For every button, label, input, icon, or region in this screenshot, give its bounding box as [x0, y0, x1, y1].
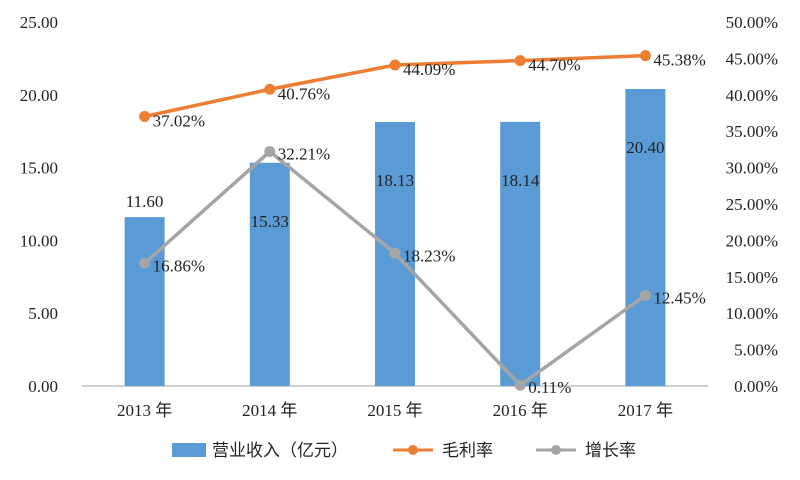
- growth-rate-data-label: 18.23%: [403, 246, 455, 265]
- gross-margin-data-label: 40.76%: [278, 84, 330, 103]
- revenue-data-label: 11.60: [126, 192, 164, 211]
- x-tick-label: 2013 年: [117, 401, 172, 420]
- gross-margin-data-label: 44.70%: [528, 56, 580, 75]
- x-axis-ticks: 2013 年 2014 年 2015 年 2016 年 2017 年: [117, 401, 673, 420]
- right-y-axis: 0.00% 5.00% 10.00% 15.00% 20.00% 25.00% 30.00%…: [726, 13, 778, 396]
- gross-margin-point: [264, 83, 276, 95]
- data-labels: 11.60 15.33 18.13 18.14 20.40 37.02% 40.76% 44.…: [126, 51, 706, 398]
- growth-rate-point: [389, 247, 401, 259]
- revenue-bar: [625, 88, 666, 386]
- right-tick-label: 45.00%: [726, 49, 778, 68]
- right-tick-label: 10.00%: [726, 304, 778, 323]
- legend-label-growth-rate: 增长率: [585, 441, 636, 461]
- gross-margin-data-label: 44.09%: [403, 60, 455, 79]
- legend-marker-gross-margin: [408, 445, 418, 455]
- growth-rate-point: [639, 289, 651, 301]
- gross-margin-data-label: 37.02%: [153, 111, 205, 130]
- legend-label-gross-margin: 毛利率: [442, 441, 493, 461]
- left-y-axis: 0.00 5.00 10.00 15.00 20.00 25.00: [20, 13, 58, 396]
- revenue-data-label: 18.13: [376, 171, 414, 190]
- gross-margin-point: [139, 110, 151, 122]
- revenue-bars: [124, 88, 666, 387]
- right-tick-label: 15.00%: [726, 268, 778, 287]
- left-tick-label: 20.00: [20, 86, 58, 105]
- left-tick-label: 25.00: [20, 13, 58, 32]
- revenue-bar: [124, 217, 165, 386]
- growth-rate-data-label: 12.45%: [653, 288, 705, 307]
- right-tick-label: 35.00%: [726, 122, 778, 141]
- growth-rate-point: [514, 379, 526, 391]
- rate-lines: [139, 50, 651, 391]
- right-tick-label: 0.00%: [734, 377, 778, 396]
- left-tick-label: 10.00: [20, 231, 58, 250]
- x-tick-label: 2016 年: [493, 401, 548, 420]
- gross-margin-data-label: 45.38%: [653, 51, 705, 70]
- right-tick-label: 25.00%: [726, 195, 778, 214]
- revenue-data-label: 18.14: [501, 171, 540, 190]
- growth-rate-data-label: 0.11%: [528, 378, 571, 397]
- revenue-bar: [249, 162, 290, 386]
- left-tick-label: 15.00: [20, 159, 58, 178]
- growth-rate-point: [139, 257, 151, 269]
- growth-rate-point: [264, 146, 276, 158]
- x-tick-label: 2014 年: [242, 401, 297, 420]
- left-tick-label: 0.00: [28, 377, 58, 396]
- right-tick-label: 20.00%: [726, 231, 778, 250]
- left-tick-label: 5.00: [28, 304, 58, 323]
- legend-marker-growth-rate: [551, 445, 561, 455]
- revenue-data-label: 20.40: [626, 138, 664, 157]
- revenue-bar: [500, 121, 541, 387]
- right-tick-label: 5.00%: [734, 341, 778, 360]
- legend: 营业收入（亿元） 毛利率 增长率: [172, 441, 636, 461]
- gross-margin-point: [639, 50, 651, 62]
- x-tick-label: 2015 年: [367, 401, 422, 420]
- x-tick-label: 2017 年: [618, 401, 673, 420]
- legend-swatch-revenue: [172, 443, 206, 457]
- right-tick-label: 30.00%: [726, 159, 778, 178]
- gross-margin-point: [514, 55, 526, 67]
- growth-rate-data-label: 16.86%: [153, 256, 205, 275]
- gross-margin-point: [389, 59, 401, 71]
- legend-label-revenue: 营业收入（亿元）: [212, 441, 348, 461]
- growth-rate-data-label: 32.21%: [278, 145, 330, 164]
- right-tick-label: 40.00%: [726, 86, 778, 105]
- right-tick-label: 50.00%: [726, 13, 778, 32]
- revenue-data-label: 15.33: [251, 212, 289, 231]
